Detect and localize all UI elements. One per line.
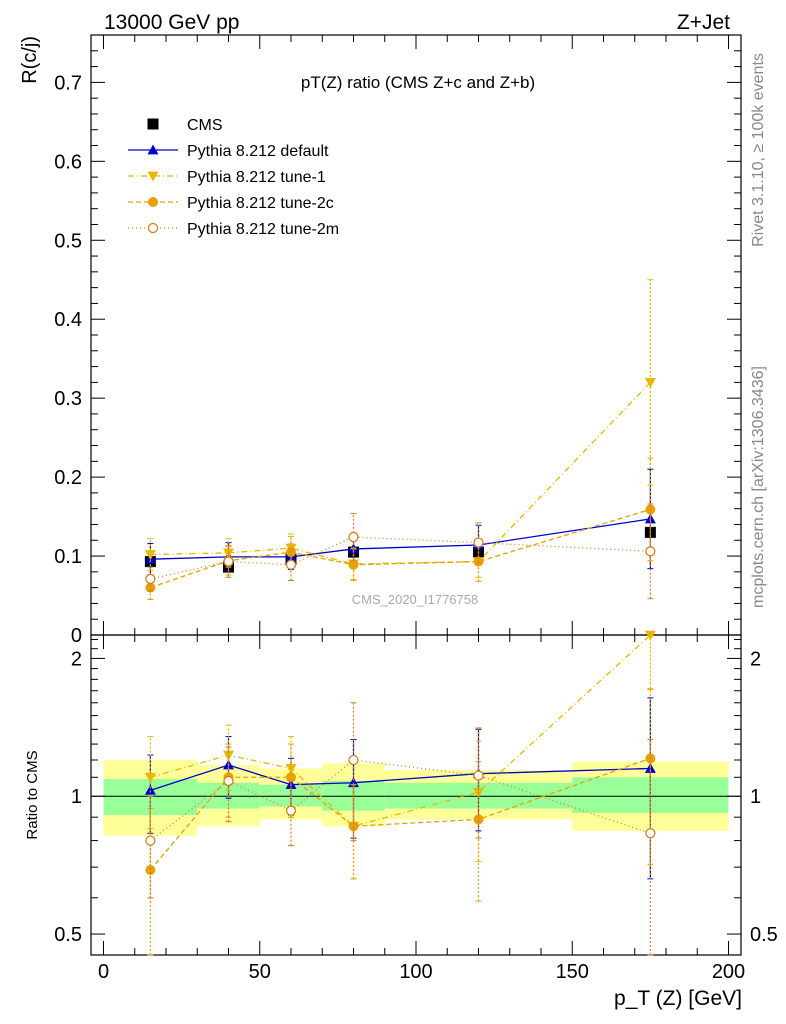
y-axis-label: R(c/j) bbox=[19, 36, 41, 84]
process-label: Z+Jet bbox=[677, 11, 730, 34]
data-point bbox=[148, 197, 158, 207]
y-tick-label: 0.1 bbox=[54, 546, 82, 568]
x-tick-label: 50 bbox=[249, 961, 271, 983]
ratio-series-line bbox=[149, 759, 651, 842]
y-tick-label: 0.6 bbox=[54, 151, 82, 173]
data-point bbox=[145, 865, 156, 876]
legend-label: CMS bbox=[187, 117, 223, 134]
legend-label: Pythia 8.212 tune-1 bbox=[187, 169, 326, 186]
series-line bbox=[150, 381, 651, 565]
ratio-y-tick-label: 1 bbox=[71, 786, 82, 808]
data-point bbox=[348, 821, 359, 832]
data-point bbox=[473, 770, 484, 781]
data-point bbox=[147, 144, 159, 155]
data-point bbox=[145, 835, 156, 846]
legend: CMS Pythia 8.212 default Pythia 8.212 tune… bbox=[128, 117, 339, 238]
data-point bbox=[144, 772, 156, 783]
ratio-y-tick-label-right: 1 bbox=[750, 786, 761, 808]
energy-label: 13000 GeV pp bbox=[104, 11, 239, 34]
mcplots-label: mcplots.cern.ch [arXiv:1306.3436] bbox=[750, 366, 767, 608]
legend-label: Pythia 8.212 default bbox=[187, 143, 329, 160]
data-point bbox=[644, 377, 656, 388]
x-tick-label: 200 bbox=[712, 961, 745, 983]
data-point bbox=[644, 630, 656, 641]
data-point bbox=[144, 784, 156, 795]
y-tick-label: 0.2 bbox=[54, 467, 82, 489]
data-point bbox=[473, 537, 484, 548]
data-point bbox=[645, 828, 656, 839]
data-point bbox=[285, 559, 297, 570]
data-point bbox=[285, 805, 297, 816]
data-point bbox=[147, 171, 159, 182]
data-point bbox=[348, 559, 359, 570]
ratio-y-axis-label: Ratio to CMS bbox=[24, 750, 41, 839]
ratio-y-tick-label: 2 bbox=[71, 648, 82, 670]
x-axis-label: p_T (Z) [GeV] bbox=[614, 987, 742, 1010]
data-point bbox=[223, 556, 234, 567]
x-tick-label: 100 bbox=[399, 961, 432, 983]
data-point bbox=[145, 582, 156, 593]
y-tick-label: 0 bbox=[71, 625, 82, 647]
ratio-series-line bbox=[149, 757, 651, 871]
data-point bbox=[645, 546, 656, 557]
ratio-y-tick-label: 0.5 bbox=[54, 924, 82, 946]
y-tick-label: 0.5 bbox=[54, 230, 82, 252]
data-point bbox=[348, 754, 359, 766]
axes: 0 50 100 150 200 0 0.1 0.2 0.3 0.4 0.5 0.6 0.7 0.5 0.5… bbox=[54, 34, 778, 983]
y-tick-label: 0.4 bbox=[54, 309, 82, 331]
data-point bbox=[223, 775, 234, 787]
ratio-series-line bbox=[150, 634, 651, 827]
chart-title: pT(Z) ratio (CMS Z+c and Z+b) bbox=[301, 73, 535, 92]
y-tick-label: 0.7 bbox=[54, 72, 82, 94]
ratio-y-tick-label-right: 2 bbox=[750, 648, 761, 670]
ratio-series-line bbox=[150, 764, 651, 791]
y-tick-label: 0.3 bbox=[54, 388, 82, 410]
data-marks bbox=[144, 279, 656, 956]
watermark: CMS_2020_I1776758 bbox=[352, 592, 479, 607]
data-point bbox=[348, 531, 359, 543]
series-line bbox=[150, 536, 651, 580]
series-line bbox=[150, 518, 651, 560]
data-point bbox=[286, 772, 296, 783]
series-line bbox=[150, 508, 651, 589]
ratio-y-tick-label-right: 0.5 bbox=[750, 924, 778, 946]
data-point bbox=[144, 550, 156, 560]
x-tick-label: 150 bbox=[556, 961, 589, 983]
rivet-label: Rivet 3.1.10, ≥ 100k events bbox=[750, 53, 767, 247]
data-point bbox=[147, 118, 159, 130]
data-point bbox=[147, 222, 159, 234]
x-tick-label: 0 bbox=[98, 961, 109, 983]
data-point bbox=[473, 814, 484, 825]
legend-label: Pythia 8.212 tune-2m bbox=[187, 221, 339, 238]
legend-label: Pythia 8.212 tune-2c bbox=[187, 195, 334, 212]
data-point bbox=[145, 573, 156, 585]
